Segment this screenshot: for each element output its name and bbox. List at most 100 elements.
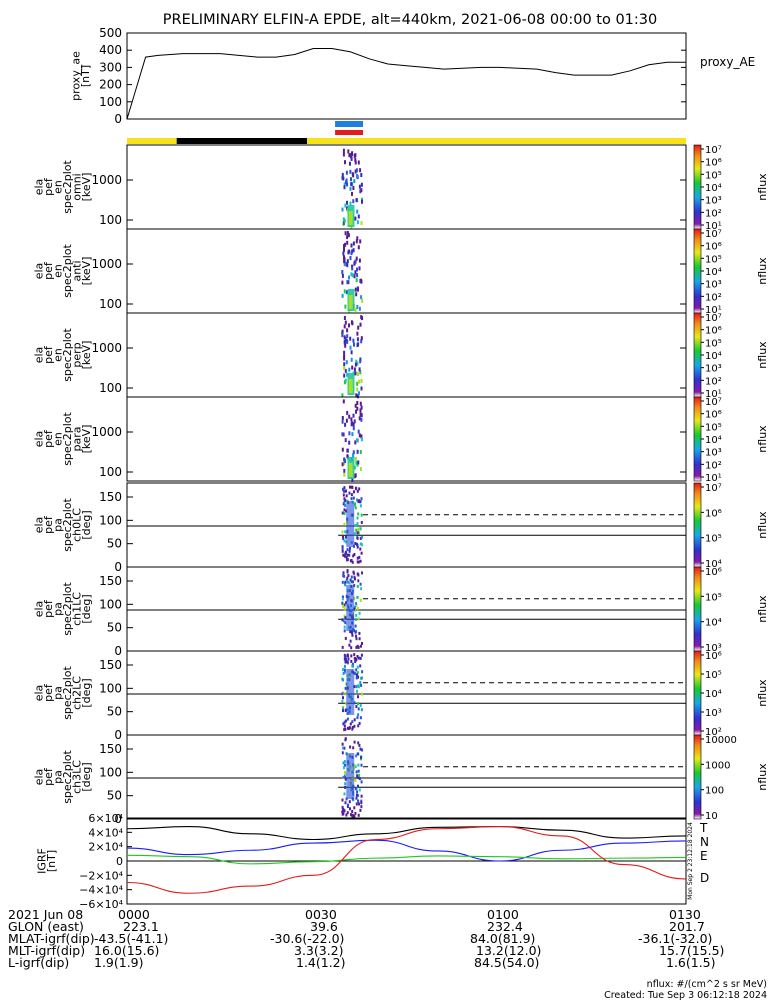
colorbar-tick-label: 10⁴ [705,689,722,700]
flux-pixel [360,513,363,517]
flux-pixel [344,203,347,208]
ylabel-line: pef [42,767,55,786]
flux-pixel [359,656,362,660]
flux-pixel [345,601,348,605]
flux-pixel [349,578,352,582]
y-tick-label: 100 [99,597,122,611]
colorbar-tick-label: 10⁵ [705,422,722,433]
colorbar [693,734,702,820]
flux-pixel [352,426,355,431]
flux-pixel [343,554,346,558]
flux-pixel [358,367,361,372]
flux-pixel [346,576,349,580]
y-tick-label: 100 [99,381,122,395]
flux-pixel [357,460,360,465]
y-tick-label: 1000 [91,425,122,439]
flux-pixel [358,258,361,263]
flux-pixel [352,199,355,204]
panel-frame [126,482,687,568]
y-tick-label: 50 [107,789,122,803]
flux-pixel [354,506,357,510]
flux-pixel [344,785,347,789]
flux-pixel [357,741,360,745]
flux-pixel [344,422,347,427]
colorbar-label: nflux [756,425,769,453]
flux-pixel [357,684,360,688]
ylabel-line: en [51,264,64,278]
flux-pixel [341,798,344,802]
flux-pixel [351,580,353,584]
flux-pixel [341,545,344,549]
ylabel-line: pef [42,683,55,702]
flux-pixel [359,322,362,327]
flux-pixel [359,559,362,563]
flux-pixel [355,754,358,758]
flux-core [346,585,355,631]
flux-pixel [354,440,357,445]
flux-pixel [345,360,348,365]
flux-pixel [355,657,358,661]
flux-pixel [342,148,345,153]
flux-pixel [341,530,344,534]
flux-pixel [356,556,359,560]
flux-pixel [345,556,348,560]
flux-pixel [353,718,356,722]
flux-pixel [345,489,347,493]
flux-pixel [361,670,364,674]
flux-pixel [344,763,346,767]
flux-pixel [357,512,360,516]
flux-pixel [355,705,358,708]
flux-pixel [357,656,360,660]
ylabel-line: en [51,432,64,446]
flux-pixel [356,516,359,520]
flux-pixel [351,478,354,482]
flux-pixel [358,773,361,777]
colorbar-tick-label: 10⁵ [705,534,722,545]
ylabel-line: ela [32,517,45,534]
flux-pixel [355,198,358,203]
flux-pixel [354,624,357,628]
y-tick-label: 50 [107,621,122,635]
flux-pixel [356,545,359,549]
flux-pixel [343,472,346,477]
flux-pixel [358,306,361,311]
flux-pixel [343,664,346,668]
flux-pixel [348,581,351,585]
y-tick-label: 50 [107,705,122,719]
grf-legend-D: D [700,871,709,885]
flux-pixel [343,373,346,378]
flux-pixel [357,702,359,706]
flux-pixel [360,587,363,591]
ylabel-line: ela [32,179,45,196]
flux-pixel [350,251,353,256]
flux-pixel [342,493,345,497]
flux-pixel [344,231,347,236]
colorbar [693,482,702,568]
flux-pixel [342,678,345,682]
flux-pixel [346,259,349,264]
flux-pixel [360,315,363,320]
grf-legend-N: N [700,835,709,849]
blue-marker [335,121,364,127]
flux-pixel [356,331,359,336]
flux-pixel [350,654,353,658]
ylabel-line: proxy_ae [69,51,82,101]
flux-pixel [345,418,348,423]
flux-pixel [344,801,347,805]
grf-panel: 6×10⁴4×10⁴2×10⁴0−2×10⁴−4×10⁴−6×10⁴IGRF[n… [35,812,709,911]
flux-pixel [354,169,357,174]
flux-pixel [349,169,352,174]
flux-pixel [344,636,347,640]
flux-pixel [343,668,346,672]
flux-pixel [343,629,346,633]
flux-pixel [354,542,357,545]
flux-pixel [344,583,347,587]
flux-pixel [343,257,346,262]
grf-line-E [126,854,687,865]
flux-pixel [348,491,351,495]
flux-pixel [341,742,344,746]
flux-pixel [352,338,355,343]
